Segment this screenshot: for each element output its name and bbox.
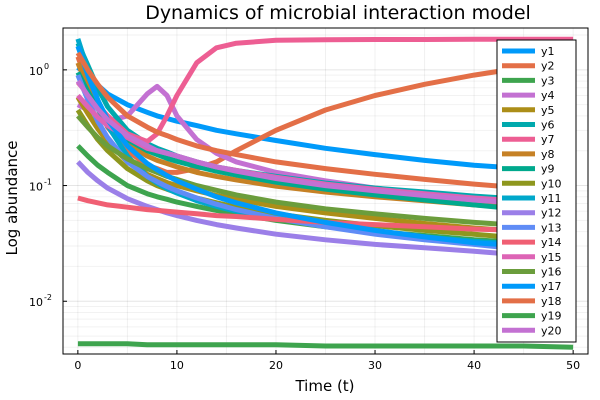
legend-label: y10 (541, 177, 562, 190)
y-tick-exponent: 0 (44, 62, 49, 71)
series-line-y19 (77, 341, 574, 350)
x-tick-label: 0 (74, 359, 81, 372)
legend-label: y16 (541, 266, 562, 279)
legend-label: y17 (541, 280, 562, 293)
series-line-y18 (75, 51, 574, 195)
legend-label: y13 (541, 221, 562, 234)
legend-label: y9 (541, 163, 555, 176)
plot-frame (62, 27, 589, 355)
x-tick-label: 30 (368, 359, 382, 372)
series-line-y20 (75, 79, 574, 210)
legend-label: y11 (541, 192, 562, 205)
legend-label: y3 (541, 74, 555, 87)
legend-label: y19 (541, 310, 562, 323)
series-line-y14 (77, 195, 574, 235)
legend-label: y1 (541, 45, 555, 58)
y-tick-exponent: -1 (44, 178, 52, 187)
legend-label: y20 (541, 324, 562, 337)
y-tick-label: 10 (29, 296, 43, 309)
series-line-y12 (76, 160, 574, 260)
x-axis-label: Time (t) (294, 377, 354, 395)
series-lines (75, 36, 574, 350)
legend-label: y7 (541, 133, 555, 146)
y-tick-label: 10 (29, 181, 43, 194)
legend-label: y2 (541, 60, 555, 73)
y-tick-label: 10 (29, 65, 43, 78)
legend-label: y4 (541, 89, 555, 102)
x-tick-label: 10 (170, 359, 184, 372)
legend-label: y6 (541, 119, 555, 132)
legend-label: y14 (541, 236, 562, 249)
legend-label: y15 (541, 251, 562, 264)
legend: y1y2y3y4y5y6y7y8y9y10y11y12y13y14y15y16y… (496, 39, 577, 343)
legend-box (496, 39, 577, 343)
legend-label: y8 (541, 148, 555, 161)
x-tick-label: 50 (566, 359, 580, 372)
series-line-y13 (75, 74, 574, 256)
x-axis: 0 10 20 30 40 50 (74, 350, 580, 372)
x-tick-label: 20 (269, 359, 283, 372)
series-line-y16 (76, 114, 574, 232)
x-tick-label: 40 (467, 359, 481, 372)
y-tick-exponent: -2 (44, 293, 52, 302)
legend-label: y5 (541, 104, 555, 117)
legend-label: y12 (541, 207, 562, 220)
chart-title: Dynamics of microbial interaction model (145, 2, 531, 24)
y-axis-label: Log abundance (3, 141, 21, 256)
legend-label: y18 (541, 295, 562, 308)
